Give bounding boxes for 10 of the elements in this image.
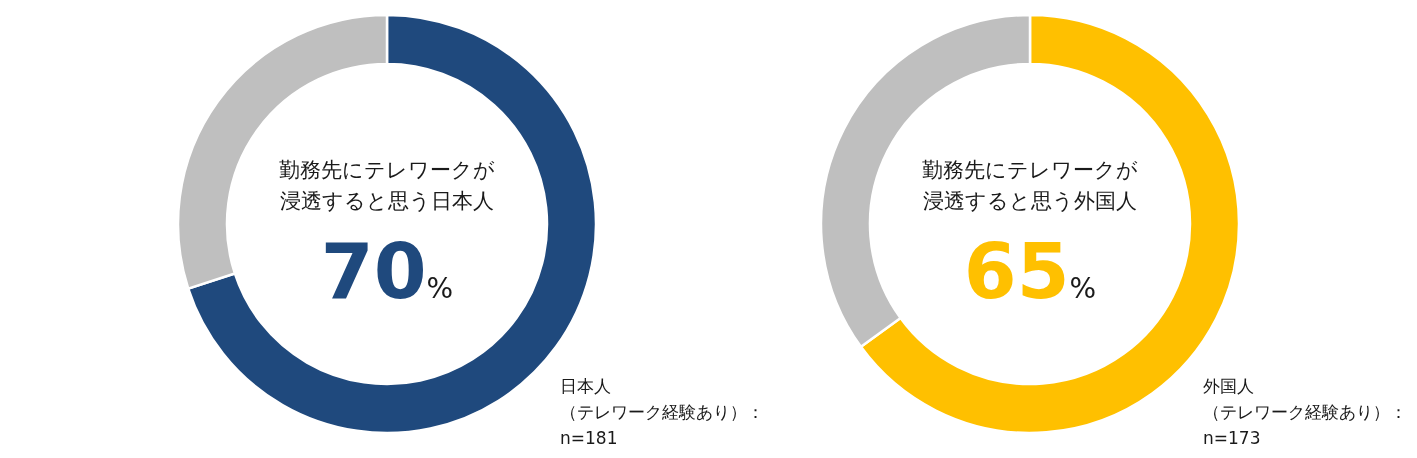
text: （テレワーク経験あり）： bbox=[1203, 402, 1407, 422]
text: 勤務先にテレワークが浸透すると思う外国人 bbox=[922, 158, 1138, 213]
text: 日本人 bbox=[560, 376, 611, 396]
text: 勤務先にテレワークが浸透すると思う日本人 bbox=[279, 158, 495, 213]
data-label: 70% bbox=[320, 227, 454, 316]
text: （テレワーク経験あり）： bbox=[560, 402, 764, 422]
text: n=181 bbox=[560, 428, 618, 448]
text: 外国人 bbox=[1203, 376, 1254, 396]
text: n=173 bbox=[1203, 428, 1261, 448]
data-label: 65% bbox=[963, 227, 1097, 316]
